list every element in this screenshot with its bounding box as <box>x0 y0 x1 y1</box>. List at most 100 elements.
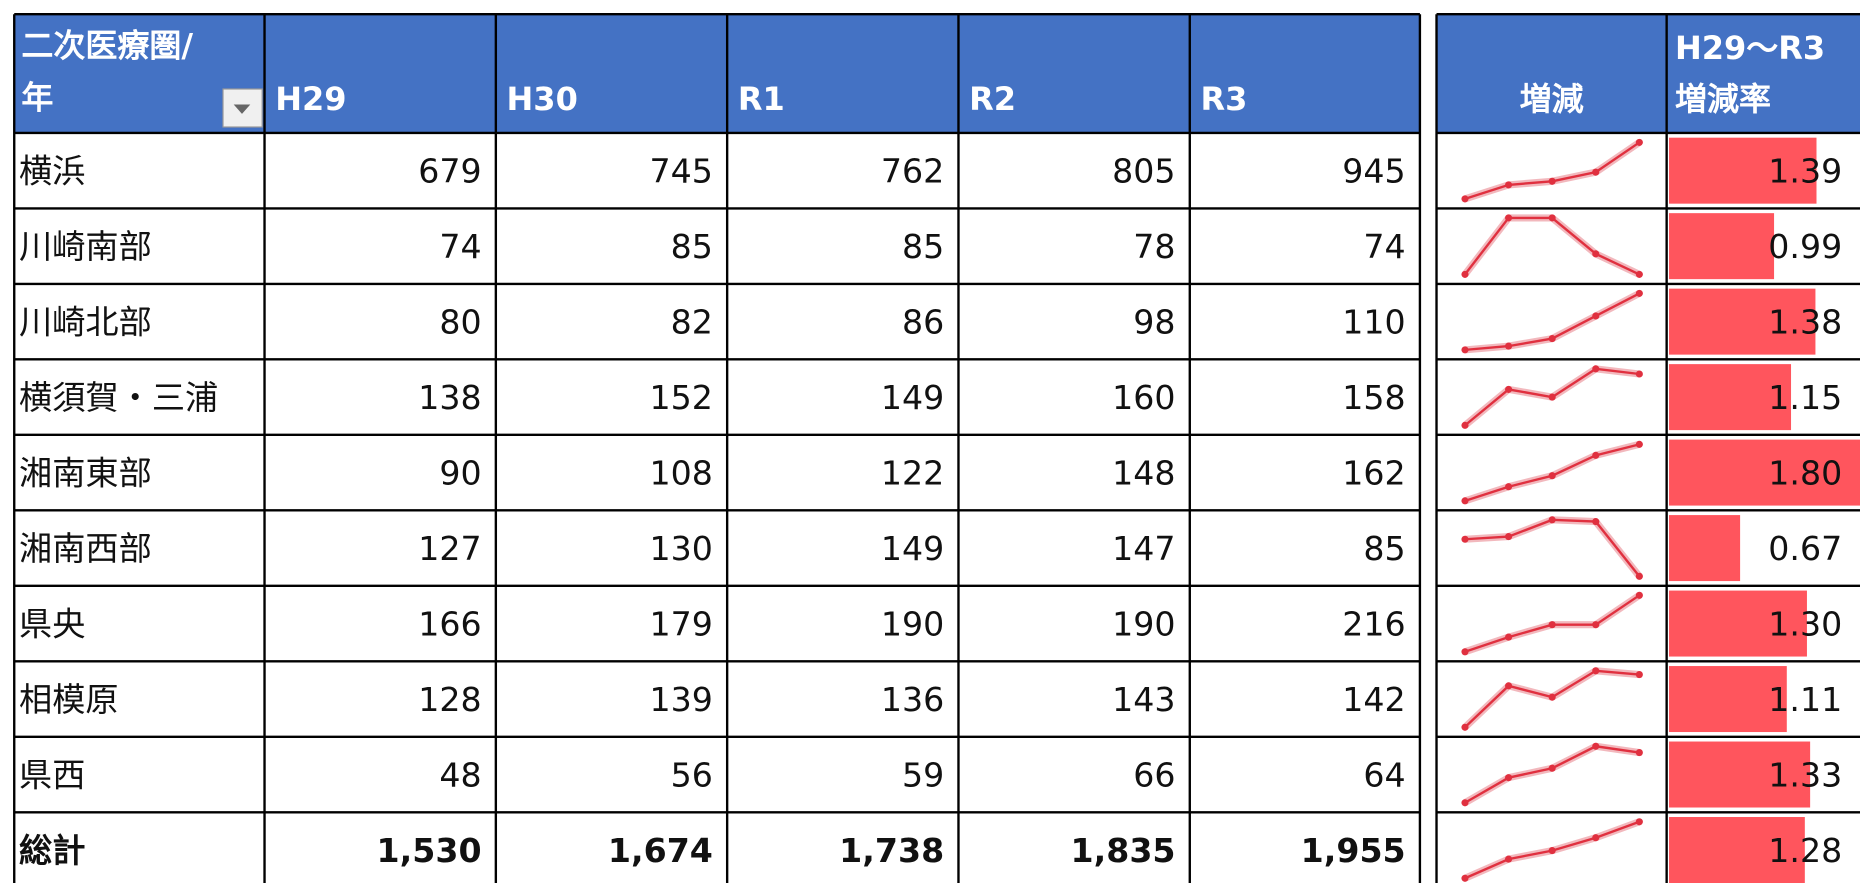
sparkline-marker <box>1592 168 1600 176</box>
sparkline-marker <box>1505 774 1513 782</box>
data-bar <box>1669 590 1807 657</box>
sparkline-marker <box>1592 742 1600 750</box>
cell-value: 1,835 <box>1070 831 1175 870</box>
filter-button[interactable] <box>222 88 263 128</box>
cell-value: 805 <box>1112 152 1175 191</box>
rate-value: 0.67 <box>1768 529 1842 568</box>
cell-value: 148 <box>1112 453 1175 492</box>
sparkline-marker <box>1505 181 1513 189</box>
row-label: 県西 <box>19 755 85 794</box>
row-label: 湘南東部 <box>19 453 152 492</box>
sparkline-marker <box>1505 533 1513 541</box>
cell-value: 80 <box>439 302 481 341</box>
sparkline-marker <box>1635 671 1643 679</box>
header-cell: 年 <box>21 79 53 117</box>
data-bar <box>1669 515 1741 582</box>
sparkline-marker <box>1505 342 1513 350</box>
cell-value: 85 <box>1363 529 1405 568</box>
sparkline-marker <box>1548 335 1556 343</box>
sparkline-marker <box>1635 572 1643 580</box>
sparkline <box>1464 141 1641 201</box>
sparkline-marker <box>1635 270 1643 278</box>
cell-value: 679 <box>418 152 481 191</box>
cell-value: 59 <box>902 755 944 794</box>
cell-value: 179 <box>650 604 713 643</box>
header-bg <box>1436 14 1860 133</box>
cell-value: 745 <box>650 152 713 191</box>
sparkline-marker <box>1505 855 1513 863</box>
row-label: 川崎北部 <box>19 302 152 341</box>
row-label: 横須賀・三浦 <box>19 378 218 417</box>
header-cell: 増減 <box>1520 80 1584 118</box>
sparkline <box>1464 745 1640 804</box>
cell-value: 945 <box>1342 152 1405 191</box>
cell-value: 190 <box>881 604 944 643</box>
cell-value: 1,530 <box>377 831 482 870</box>
cell-value: 149 <box>881 378 944 417</box>
cell-value: 90 <box>439 453 481 492</box>
cell-value: 82 <box>671 302 713 341</box>
row-label: 横浜 <box>19 152 85 191</box>
sparkline-marker <box>1461 648 1469 656</box>
header-cell: 二次医療圏/ <box>21 26 193 64</box>
cell-value: 142 <box>1342 680 1405 719</box>
cell-value: 78 <box>1133 227 1175 266</box>
sparkline-marker <box>1592 451 1600 459</box>
header-cell: R3 <box>1200 80 1247 118</box>
cell-value: 128 <box>418 680 481 719</box>
cell-value: 74 <box>439 227 481 266</box>
cell-value: 85 <box>671 227 713 266</box>
cell-value: 98 <box>1133 302 1175 341</box>
rate-value: 1.15 <box>1768 378 1842 417</box>
cell-value: 162 <box>1342 453 1405 492</box>
sparkline-marker <box>1635 818 1643 826</box>
row-label: 総計 <box>19 831 85 870</box>
sparkline-halo <box>1464 516 1643 579</box>
sparkline-halo <box>1462 214 1641 278</box>
sparkline-marker <box>1592 250 1600 258</box>
row-label: 相模原 <box>19 680 119 719</box>
data-bar <box>1669 817 1805 883</box>
header-cell: H29～R3 <box>1675 29 1825 67</box>
cell-value: 127 <box>418 529 481 568</box>
rate-value: 1.33 <box>1768 755 1842 794</box>
sparkline-marker <box>1592 834 1600 842</box>
data-bar <box>1669 741 1811 808</box>
rate-value: 0.99 <box>1768 227 1842 266</box>
header-cell: R1 <box>738 80 785 118</box>
sparkline-marker <box>1592 518 1600 526</box>
data-bar <box>1669 288 1816 355</box>
rate-value: 1.38 <box>1768 302 1842 341</box>
sparkline-marker <box>1505 633 1513 641</box>
sparkline-marker <box>1461 270 1469 278</box>
cell-value: 48 <box>439 755 481 794</box>
data-bar <box>1669 213 1775 280</box>
cell-value: 138 <box>418 378 481 417</box>
sparkline-marker <box>1635 748 1643 757</box>
cell-value: 1,674 <box>608 831 713 870</box>
sparkline-marker <box>1635 370 1643 378</box>
header-cell: R2 <box>969 80 1016 118</box>
row-label: 県央 <box>19 604 85 643</box>
sparkline-marker <box>1461 195 1469 203</box>
header-cell: H30 <box>507 80 578 118</box>
cell-value: 166 <box>418 604 481 643</box>
sparkline-halo <box>1463 742 1640 806</box>
sparkline-marker <box>1505 682 1513 690</box>
cell-value: 216 <box>1342 604 1405 643</box>
sparkline-marker <box>1635 138 1643 146</box>
data-bar <box>1669 364 1792 431</box>
sparkline-marker <box>1548 693 1556 701</box>
cell-value: 74 <box>1363 227 1405 266</box>
rate-value: 1.39 <box>1768 152 1842 191</box>
sparkline-marker <box>1548 516 1556 524</box>
sparkline-marker <box>1635 440 1643 448</box>
rate-value: 1.28 <box>1768 831 1842 870</box>
row-label: 川崎南部 <box>19 227 152 266</box>
sparkline-marker <box>1505 483 1513 491</box>
sparkline-marker <box>1548 393 1556 401</box>
sparkline-marker <box>1505 214 1513 222</box>
cell-value: 1,738 <box>839 831 944 870</box>
sparkline-marker <box>1505 385 1513 393</box>
